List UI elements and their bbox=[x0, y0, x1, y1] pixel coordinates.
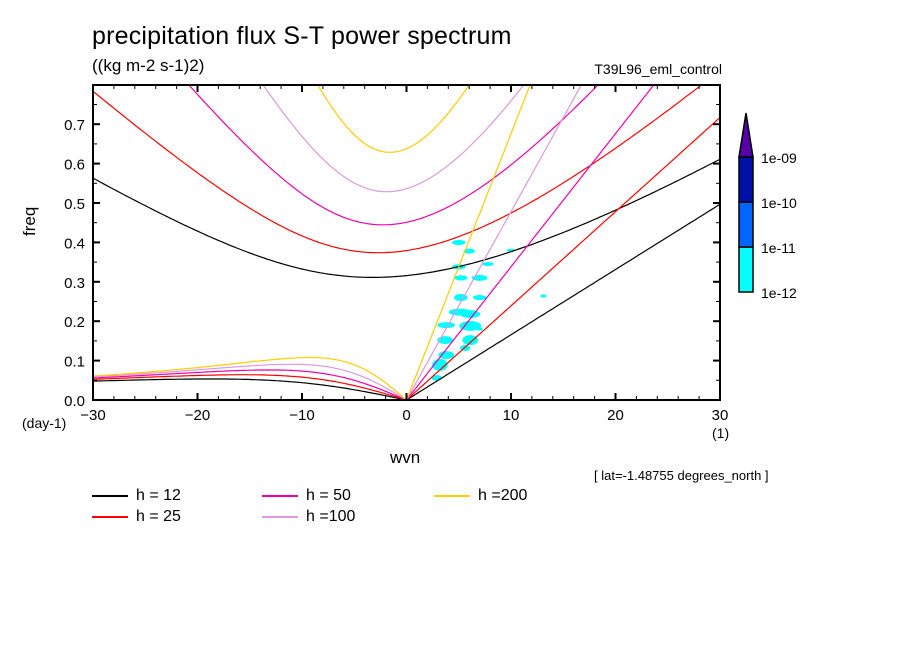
x-tick-label: 30 bbox=[712, 407, 729, 424]
rossby-curve-h25 bbox=[93, 374, 407, 400]
legend-swatch bbox=[92, 516, 128, 518]
colorbar-label: 1e-10 bbox=[761, 195, 797, 211]
axes: −30 −20 −10 0 10 20 30 0.0 0.1 0.2 0.3 0.4 0.5 0.6 0.7 bbox=[64, 84, 729, 424]
y-tick-label: 0.2 bbox=[64, 314, 85, 331]
rossby-curve-h12 bbox=[93, 378, 407, 400]
colorbar-segment bbox=[738, 246, 754, 293]
power-region bbox=[462, 335, 479, 346]
legend-item: h = 12 bbox=[92, 487, 181, 505]
kelvin-curve-h25 bbox=[406, 117, 720, 400]
x-tick-label: 0 bbox=[402, 407, 410, 424]
x-tick-label: −10 bbox=[289, 407, 314, 424]
colorbar-extend-arrow bbox=[738, 112, 754, 158]
rossby-curve-h200 bbox=[93, 356, 407, 400]
power-region bbox=[437, 322, 456, 329]
colorbar-label: 1e-11 bbox=[761, 240, 796, 256]
ig-curve-h12 bbox=[93, 158, 720, 278]
colorbar: 1e-12 1e-11 1e-10 1e-09 bbox=[738, 112, 797, 301]
x-axis-unit: (1) bbox=[712, 425, 730, 441]
colorbar-label: 1e-09 bbox=[761, 150, 797, 166]
y-tick-label: 0.5 bbox=[64, 196, 85, 213]
legend-item: h = 25 bbox=[92, 508, 181, 526]
power-region bbox=[463, 248, 475, 254]
legend-label: h = 12 bbox=[136, 487, 181, 504]
power-region bbox=[438, 351, 455, 360]
legend-swatch bbox=[262, 495, 298, 497]
x-tick-label: −30 bbox=[80, 407, 105, 424]
power-region bbox=[540, 294, 547, 298]
colorbar-label: 1e-12 bbox=[761, 285, 797, 301]
legend-label: h = 25 bbox=[136, 508, 181, 525]
power-region bbox=[476, 327, 483, 331]
dispersion-curves bbox=[93, 85, 720, 400]
ig-curve-h50 bbox=[188, 85, 599, 226]
kelvin-curve-h200 bbox=[405, 85, 531, 400]
power-contours bbox=[431, 239, 547, 381]
y-tick-label: 0.0 bbox=[64, 393, 85, 410]
y-tick-label: 0.1 bbox=[64, 354, 85, 371]
rossby-curve-h50 bbox=[93, 369, 407, 400]
y-tick-label: 0.6 bbox=[64, 157, 85, 174]
run-label: T39L96_eml_control bbox=[594, 61, 722, 77]
power-region bbox=[482, 262, 494, 267]
y-tick-label: 0.3 bbox=[64, 275, 85, 292]
legend-swatch bbox=[92, 495, 128, 497]
power-region bbox=[454, 294, 468, 302]
legend-item: h =200 bbox=[434, 487, 527, 505]
kelvin-curve-h100 bbox=[405, 85, 582, 400]
power-region bbox=[472, 294, 487, 301]
ig-curve-h25 bbox=[93, 85, 703, 254]
chart-title: precipitation flux S-T power spectrum bbox=[92, 22, 512, 50]
colorbar-segment bbox=[738, 156, 754, 203]
x-tick-label: 20 bbox=[607, 407, 624, 424]
latitude-annotation: [ lat=-1.48755 degrees_north ] bbox=[594, 468, 769, 483]
x-tick-label: 10 bbox=[503, 407, 520, 424]
kelvin-curve-h12 bbox=[406, 203, 720, 400]
y-axis-unit: (day-1) bbox=[22, 415, 67, 431]
legend-item: h = 50 bbox=[262, 487, 351, 505]
legend-item: h =100 bbox=[262, 508, 355, 526]
power-region bbox=[454, 275, 468, 281]
legend-label: h = 50 bbox=[306, 487, 351, 504]
legend-swatch bbox=[262, 516, 298, 518]
y-tick-label: 0.4 bbox=[64, 235, 85, 252]
colorbar-segment bbox=[738, 201, 754, 248]
x-axis-label: wvn bbox=[390, 448, 421, 467]
ig-curve-h200 bbox=[317, 85, 470, 153]
kelvin-curve-h50 bbox=[406, 85, 655, 400]
power-region bbox=[459, 321, 482, 331]
rossby-curve-h100 bbox=[93, 363, 407, 400]
chart-subtitle-units: ((kg m-2 s-1)2) bbox=[92, 56, 205, 75]
ig-curve-h100 bbox=[262, 85, 525, 193]
x-tick-label: −20 bbox=[185, 407, 210, 424]
y-tick-label: 0.7 bbox=[64, 117, 85, 134]
legend-label: h =200 bbox=[478, 487, 528, 504]
power-region bbox=[451, 239, 466, 245]
plot-frame bbox=[92, 84, 721, 401]
legend-label: h =100 bbox=[306, 508, 356, 525]
power-region bbox=[460, 310, 481, 319]
legend-swatch bbox=[434, 495, 470, 497]
